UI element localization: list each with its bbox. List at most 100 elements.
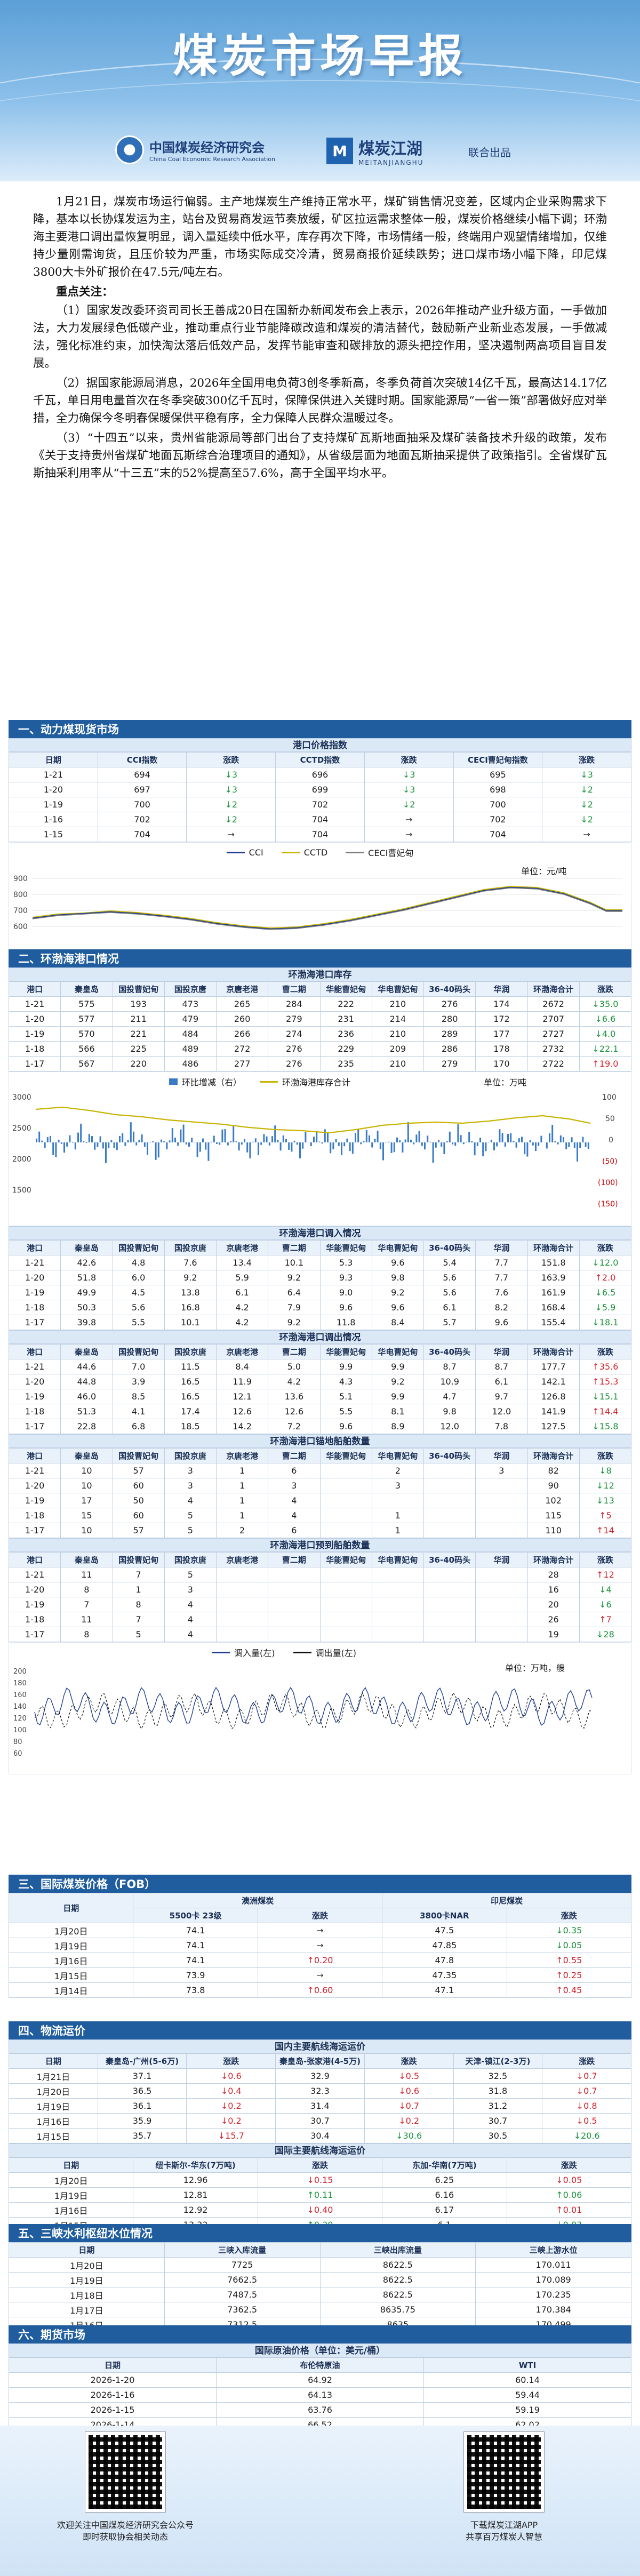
table-cell: 64.92 [216,2372,424,2388]
legend-cctd: CCTD [281,846,327,859]
table-cell: 1月14日 [8,1982,134,1998]
table-cell: 9.7 [475,1389,528,1404]
table-cell: 1-21 [8,1567,61,1582]
table-cell: 47.5 [382,1923,507,1938]
table-cell: 231 [319,1011,372,1027]
table-cell: 3 [164,1463,217,1478]
table-cell: ↓0.5 [364,2068,454,2084]
table-cell: 566 [60,1041,113,1057]
table-cell [423,1478,476,1493]
table-cell: 276 [268,1041,321,1057]
table-cell: 1 [215,1478,269,1493]
table-cell: 46.0 [60,1389,113,1404]
table-cell: ↓22.1 [579,1041,632,1057]
ccera-name-en: China Coal Economic Research Association [149,156,275,163]
series-cci [32,886,622,930]
table-cell: 174 [475,996,528,1012]
anchorage-ships-table: 港口 秦皇岛 国投曹妃甸 国投京唐 京唐老港 曹二期 华能曹妃甸 华电曹妃甸 36-40码头 华润… [8,1448,632,1538]
table-cell: 1月16日 [8,2202,134,2218]
table-cell: ↑0.55 [506,1953,632,1968]
change-bar [85,1142,87,1143]
change-bar [568,1142,570,1147]
table-cell: ↑0.45 [506,1982,632,1998]
table-cell [319,1567,372,1582]
app-qr-code-icon [464,2432,544,2512]
table-cell: 3 [371,1478,425,1493]
table-cell: 1-17 [8,1419,61,1434]
series-ccti [32,885,622,929]
table-cell: 1-18 [8,1404,61,1419]
qr2-caption: 下载煤炭江湖APP 共享百万煤炭人智慧 [405,2519,603,2543]
table-cell: 36.1 [97,2098,187,2114]
table-cell: 265 [215,996,269,1012]
table-cell [371,1597,425,1612]
change-bar [551,1124,554,1142]
table-cell: ↓6.6 [579,1011,632,1027]
table-cell: 12.6 [215,1404,269,1419]
change-bar [563,1137,564,1142]
change-bar [510,1133,512,1142]
change-bar [382,1142,384,1161]
y-tick: 2000 [12,1155,31,1164]
table-cell [319,1493,372,1508]
change-bar [357,1129,359,1142]
table-cell: 57 [112,1523,165,1538]
change-bar [573,1142,575,1148]
column-header: 港口 [8,981,61,997]
table-cell: 11.8 [319,1315,372,1330]
table-row: 1-16 702 ↓2 704 → 702 ↓2 [9,812,631,827]
table-cell: 7 [112,1567,165,1582]
table-row: 1月19日 7662.5 8622.5 170.089 [9,2272,631,2287]
column-header: 曹二期 [268,1552,321,1567]
column-header: 国投曹妃甸 [112,1344,165,1359]
table-cell: 26 [527,1612,580,1627]
table-cell: → [542,827,631,842]
change-bar [341,1142,342,1155]
table-cell: 142.1 [527,1374,580,1389]
change-bar [224,1129,226,1142]
change-bar [50,1135,51,1142]
column-header: CECI曹妃甸指数 [453,752,543,767]
table-cell: ↓2 [542,797,631,812]
change-bar [147,1142,148,1155]
change-bar [238,1142,240,1151]
change-bar [97,1142,99,1147]
table-cell: 2722 [527,1056,580,1071]
table-cell: 1-21 [8,1255,61,1270]
y2-tick: (50) [602,1157,618,1166]
change-bar [504,1142,506,1147]
table-cell: 704 [453,827,543,842]
table-cell: ↓2 [364,797,454,812]
table-cell: ↓0.8 [542,2098,631,2114]
table-cell: 1-21 [8,1463,61,1478]
table-cell: 279 [423,1056,476,1071]
column-header: 华能曹妃甸 [319,981,372,997]
column-header: 华电曹妃甸 [371,1448,425,1463]
column-header: 环渤海合计 [527,1448,580,1463]
market-summary: 1月21日，煤炭市场运行偏弱。主产地煤炭生产维持正常水平，煤矿销售情况变差，区域… [33,193,607,484]
table-cell: 229 [319,1041,372,1057]
table-cell: ↑0.01 [506,2202,632,2218]
table-row: 1-19 17 50 4 1 4 102 ↓13 [8,1493,632,1508]
table-cell: 170.011 [475,2257,631,2273]
table-cell: 567 [60,1056,113,1071]
table-cell: 11 [60,1567,113,1582]
change-bar [438,1140,439,1142]
port-inflow-table: 港口 秦皇岛 国投曹妃甸 国投京唐 京唐老港 曹二期 华能曹妃甸 华电曹妃甸 36-40码头 华润… [8,1240,632,1330]
table-cell: 9.3 [319,1270,372,1285]
table-cell [319,1582,372,1597]
series-inflow [34,1686,593,1726]
table-row: 1-19 46.0 8.5 16.5 12.1 13.6 5.1 9.9 4.7 9.7 126.8… [8,1389,632,1404]
y-tick: 600 [13,923,28,931]
table-cell: 7 [60,1597,113,1612]
change-bar [233,1125,235,1142]
table-row: 1-17 10 57 5 2 6 1 110 ↑14 [8,1523,632,1538]
table-cell: 1 [215,1463,269,1478]
column-header: 国投京唐 [164,1552,217,1567]
change-bar [449,1131,451,1142]
table-cell: 1-20 [8,1374,61,1389]
table-cell: 11 [60,1612,113,1627]
change-bar [36,1138,37,1142]
table-cell: 6.8 [112,1419,165,1434]
table-cell [319,1612,372,1627]
